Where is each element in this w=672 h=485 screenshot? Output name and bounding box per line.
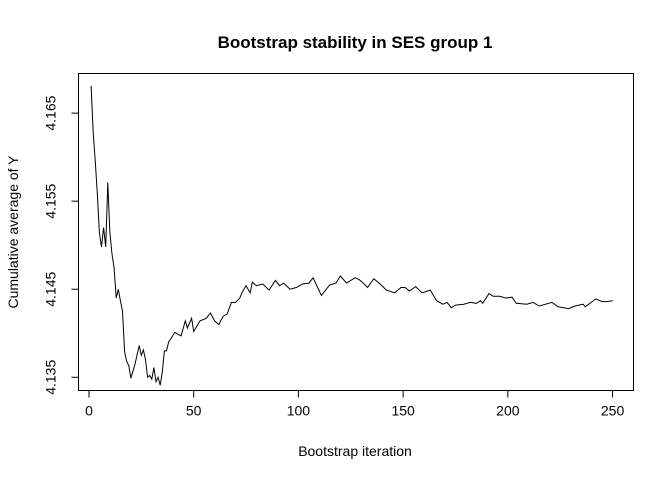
- y-tick-label: 4.135: [43, 360, 59, 395]
- y-tick-label: 4.165: [43, 95, 59, 130]
- plot-frame: [78, 73, 634, 391]
- x-tick-label: 250: [601, 403, 625, 419]
- x-axis-label: Bootstrap iteration: [298, 443, 412, 459]
- x-tick-label: 200: [496, 403, 520, 419]
- y-axis-label: Cumulative average of Y: [5, 155, 21, 309]
- chart-title: Bootstrap stability in SES group 1: [218, 33, 493, 52]
- series-line: [90, 85, 613, 386]
- y-axis: 4.135 4.145 4.155 4.165: [43, 95, 79, 395]
- x-tick-label: 100: [287, 403, 311, 419]
- y-tick-label: 4.155: [43, 183, 59, 218]
- y-tick-label: 4.145: [43, 272, 59, 307]
- x-axis: 0 50 100 150 200 250: [85, 390, 625, 419]
- x-tick-label: 0: [85, 403, 93, 419]
- x-tick-label: 50: [186, 403, 202, 419]
- x-tick-label: 150: [391, 403, 415, 419]
